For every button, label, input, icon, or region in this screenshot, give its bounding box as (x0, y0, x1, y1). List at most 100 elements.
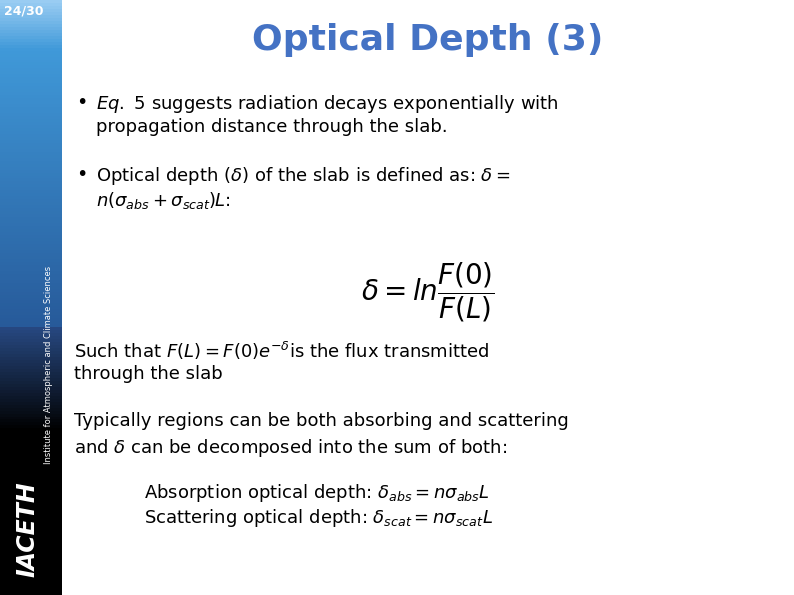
Text: $\it{Eq.\ 5}$ suggests radiation decays exponentially with: $\it{Eq.\ 5}$ suggests radiation decays … (96, 93, 559, 115)
Bar (0, 544, 62, 547)
Bar (0, 411, 62, 414)
Bar (0, 196, 62, 199)
Bar (0, 333, 62, 336)
Bar (0, 149, 62, 152)
Bar (0, 434, 62, 437)
Bar (0, 348, 62, 351)
Bar (0, 479, 62, 482)
Bar (0, 286, 62, 289)
Bar (0, 113, 62, 116)
Bar (0, 80, 62, 83)
Bar (0, 92, 62, 95)
Bar (0, 238, 62, 241)
Bar (0, 71, 62, 74)
Bar (0, 577, 62, 580)
Bar (0, 274, 62, 277)
Bar (0, 155, 62, 158)
Bar (0, 306, 62, 309)
Bar (0, 83, 62, 86)
Text: $\delta = ln\dfrac{F(0)}{F(L)}$: $\delta = ln\dfrac{F(0)}{F(L)}$ (361, 260, 495, 324)
Bar (0, 571, 62, 574)
Bar (0, 452, 62, 455)
Bar (0, 98, 62, 101)
Text: propagation distance through the slab.: propagation distance through the slab. (96, 118, 448, 136)
Bar (0, 193, 62, 196)
Bar (0, 315, 62, 318)
Bar (0, 181, 62, 184)
Bar (0, 220, 62, 223)
Bar (0, 65, 62, 68)
Bar (0, 303, 62, 306)
Bar (0, 536, 62, 538)
Bar (0, 506, 62, 509)
Text: Scattering optical depth: $\delta_{scat} = n\sigma_{scat}L$: Scattering optical depth: $\delta_{scat}… (144, 508, 493, 530)
Bar (0, 277, 62, 280)
Bar (0, 128, 62, 131)
Bar (0, 250, 62, 253)
Bar (0, 253, 62, 256)
Bar (0, 158, 62, 161)
Bar (0, 89, 62, 92)
Bar (0, 107, 62, 110)
Bar (0, 244, 62, 247)
Bar (0, 265, 62, 268)
Text: Such that $F(L) = F(0)e^{-\delta}$is the flux transmitted: Such that $F(L) = F(0)e^{-\delta}$is the… (74, 340, 489, 362)
Bar (0, 170, 62, 173)
Bar (0, 414, 62, 416)
Bar (0, 530, 62, 533)
Bar (0, 6, 62, 9)
Bar (0, 226, 62, 229)
Bar (0, 387, 62, 390)
Bar (0, 547, 62, 550)
Bar (0, 485, 62, 488)
Text: 24/30: 24/30 (4, 5, 44, 18)
Bar (0, 527, 62, 530)
Bar (0, 152, 62, 155)
Bar (0, 422, 62, 425)
Bar (0, 161, 62, 164)
Bar (0, 9, 62, 12)
Bar (0, 262, 62, 265)
Bar (0, 283, 62, 286)
Bar (0, 568, 62, 571)
Bar (0, 399, 62, 402)
Bar (0, 443, 62, 446)
Bar (0, 339, 62, 342)
Bar (0, 562, 62, 565)
Bar (0, 503, 62, 506)
Bar (0, 42, 62, 45)
Bar (0, 455, 62, 458)
Bar (0, 24, 62, 27)
Bar (0, 45, 62, 48)
Bar (0, 509, 62, 512)
Bar (0, 521, 62, 524)
Bar (0, 33, 62, 36)
Text: •: • (76, 93, 87, 112)
Bar (0, 176, 62, 178)
Bar (0, 259, 62, 262)
Bar (0, 476, 62, 479)
Bar (0, 95, 62, 98)
Bar (0, 437, 62, 440)
Bar (0, 62, 62, 65)
Bar (0, 205, 62, 208)
Bar (0, 312, 62, 315)
Bar (0, 184, 62, 187)
Bar (0, 125, 62, 128)
Bar (0, 524, 62, 527)
Bar (0, 586, 62, 589)
Text: Absorption optical depth: $\delta_{abs} = n\sigma_{abs}L$: Absorption optical depth: $\delta_{abs} … (144, 482, 490, 504)
Bar (0, 140, 62, 143)
Bar (0, 431, 62, 434)
Bar (0, 241, 62, 244)
Text: Optical Depth (3): Optical Depth (3) (252, 23, 603, 57)
Bar (0, 3, 62, 6)
Bar (0, 77, 62, 80)
Bar (0, 336, 62, 339)
Bar (0, 309, 62, 312)
Bar (0, 217, 62, 220)
Bar (0, 518, 62, 521)
Bar (0, 116, 62, 119)
Bar (0, 18, 62, 21)
Bar (0, 416, 62, 419)
